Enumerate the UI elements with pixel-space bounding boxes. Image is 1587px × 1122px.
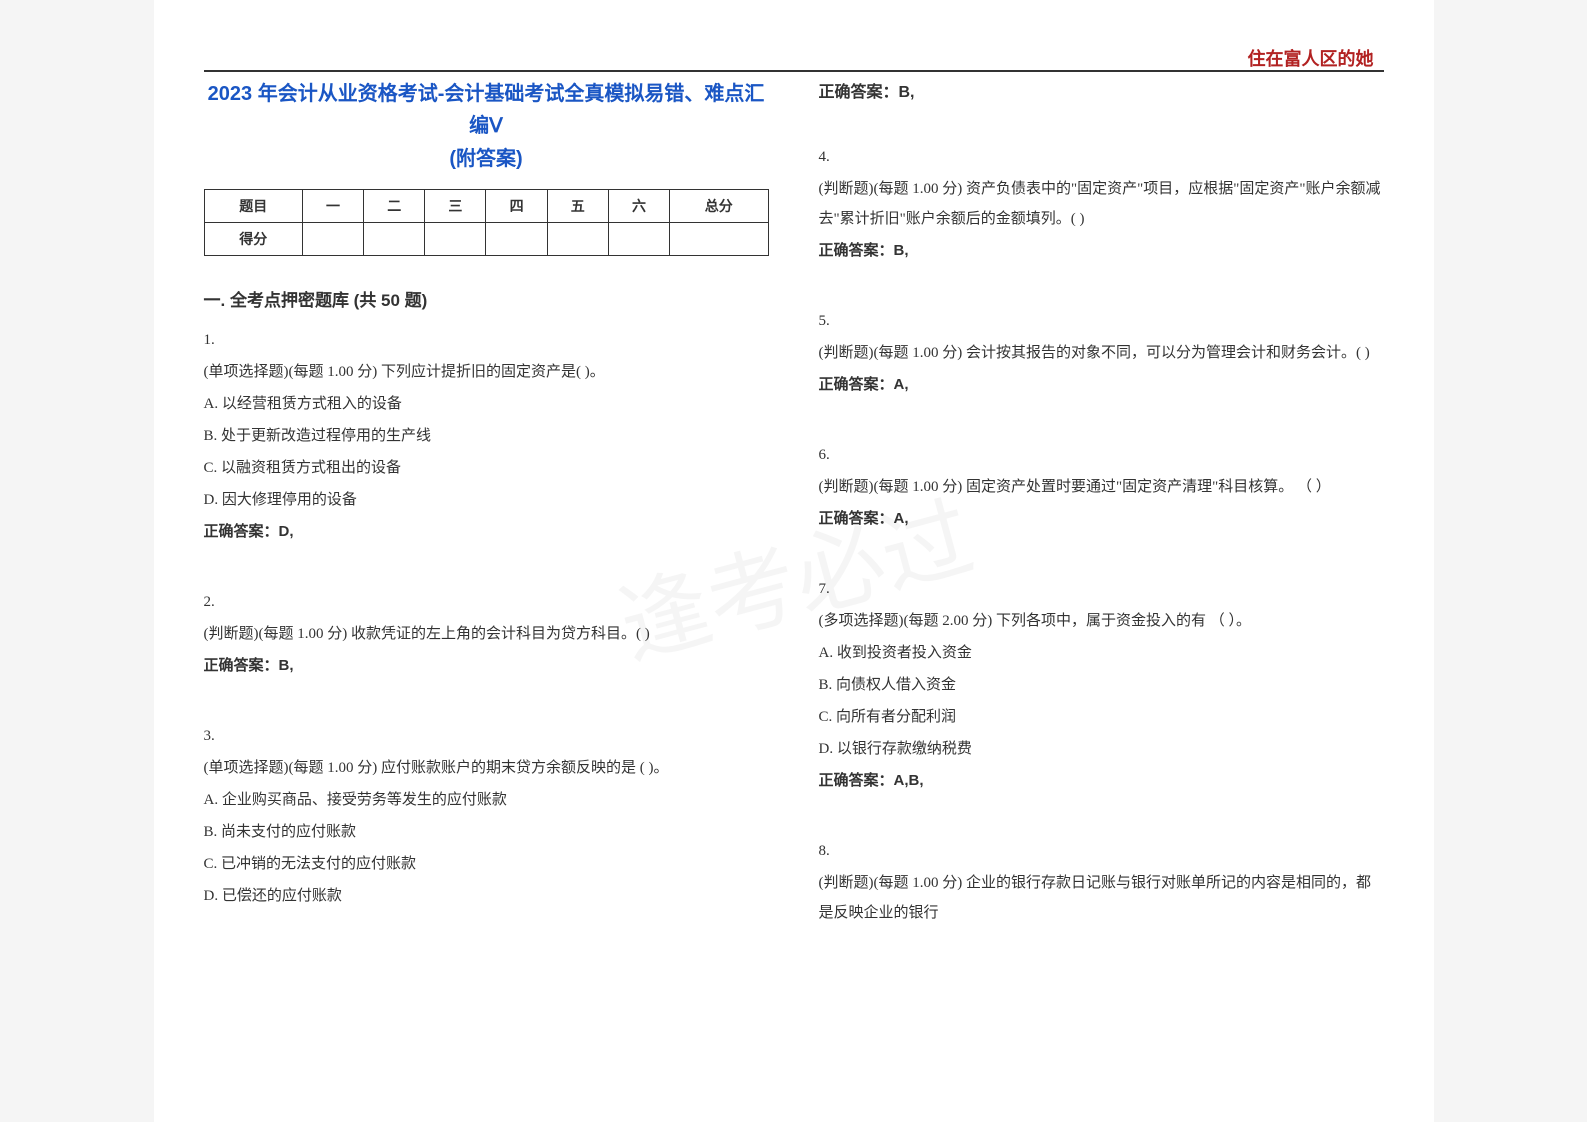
- q-option-a: A. 企业购买商品、接受劳务等发生的应付账款: [204, 785, 769, 815]
- q-stem: (判断题)(每题 1.00 分) 资产负债表中的"固定资产"项目，应根据"固定资…: [819, 174, 1384, 234]
- q-answer: 正确答案：A,: [819, 504, 1384, 534]
- q-stem: (判断题)(每题 1.00 分) 会计按其报告的对象不同，可以分为管理会计和财务…: [819, 338, 1384, 368]
- question-2: 2. (判断题)(每题 1.00 分) 收款凭证的左上角的会计科目为贷方科目。(…: [204, 587, 769, 681]
- q-option-a: A. 收到投资者投入资金: [819, 638, 1384, 668]
- q-number: 8.: [819, 836, 1384, 866]
- td-empty: [608, 223, 669, 256]
- q-answer: 正确答案：A,: [819, 370, 1384, 400]
- q-option-c: C. 已冲销的无法支付的应付账款: [204, 849, 769, 879]
- q-number: 6.: [819, 440, 1384, 470]
- th-total: 总分: [670, 190, 768, 223]
- q-option-b: B. 尚未支付的应付账款: [204, 817, 769, 847]
- score-table: 题目 一 二 三 四 五 六 总分 得分: [204, 189, 769, 256]
- top-rule: [204, 70, 1384, 72]
- q-option-c: C. 以融资租赁方式租出的设备: [204, 453, 769, 483]
- q-answer: 正确答案：A,B,: [819, 766, 1384, 796]
- question-8: 8. (判断题)(每题 1.00 分) 企业的银行存款日记账与银行对账单所记的内…: [819, 836, 1384, 928]
- th-col6: 六: [608, 190, 669, 223]
- q-number: 1.: [204, 325, 769, 355]
- q3-answer: 正确答案：B,: [819, 78, 1384, 102]
- q-option-d: D. 已偿还的应付账款: [204, 881, 769, 911]
- q-number: 2.: [204, 587, 769, 617]
- table-row: 题目 一 二 三 四 五 六 总分: [204, 190, 768, 223]
- th-subject: 题目: [204, 190, 302, 223]
- section-heading: 一. 全考点押密题库 (共 50 题): [204, 286, 769, 311]
- td-empty: [670, 223, 768, 256]
- question-3: 3. (单项选择题)(每题 1.00 分) 应付账款账户的期末贷方余额反映的是 …: [204, 721, 769, 911]
- q-option-a: A. 以经营租赁方式租入的设备: [204, 389, 769, 419]
- question-7: 7. (多项选择题)(每题 2.00 分) 下列各项中，属于资金投入的有 （ ）…: [819, 574, 1384, 796]
- th-col2: 二: [364, 190, 425, 223]
- th-col5: 五: [547, 190, 608, 223]
- td-score-label: 得分: [204, 223, 302, 256]
- q-option-c: C. 向所有者分配利润: [819, 702, 1384, 732]
- q-stem: (多项选择题)(每题 2.00 分) 下列各项中，属于资金投入的有 （ ）。: [819, 606, 1384, 636]
- td-empty: [425, 223, 486, 256]
- table-row: 得分: [204, 223, 768, 256]
- q-option-d: D. 以银行存款缴纳税费: [819, 734, 1384, 764]
- th-col4: 四: [486, 190, 547, 223]
- th-col1: 一: [302, 190, 363, 223]
- q-stem: (判断题)(每题 1.00 分) 收款凭证的左上角的会计科目为贷方科目。( ): [204, 619, 769, 649]
- td-empty: [486, 223, 547, 256]
- q-answer: 正确答案：D,: [204, 517, 769, 547]
- q-option-d: D. 因大修理停用的设备: [204, 485, 769, 515]
- header-signature: 住在富人区的她: [1248, 45, 1374, 71]
- q-number: 7.: [819, 574, 1384, 604]
- td-empty: [302, 223, 363, 256]
- q-stem: (单项选择题)(每题 1.00 分) 下列应计提折旧的固定资产是( )。: [204, 357, 769, 387]
- doc-title-line1: 2023 年会计从业资格考试-会计基础考试全真模拟易错、难点汇编Ⅴ: [204, 78, 769, 142]
- q-number: 4.: [819, 142, 1384, 172]
- page: 住在富人区的她 逢考必过 2023 年会计从业资格考试-会计基础考试全真模拟易错…: [154, 0, 1434, 1122]
- td-empty: [547, 223, 608, 256]
- left-column: 2023 年会计从业资格考试-会计基础考试全真模拟易错、难点汇编Ⅴ (附答案) …: [204, 78, 769, 951]
- q-number: 5.: [819, 306, 1384, 336]
- q-answer: 正确答案：B,: [819, 236, 1384, 266]
- question-6: 6. (判断题)(每题 1.00 分) 固定资产处置时要通过"固定资产清理"科目…: [819, 440, 1384, 534]
- q-option-b: B. 向债权人借入资金: [819, 670, 1384, 700]
- question-5: 5. (判断题)(每题 1.00 分) 会计按其报告的对象不同，可以分为管理会计…: [819, 306, 1384, 400]
- q-stem: (单项选择题)(每题 1.00 分) 应付账款账户的期末贷方余额反映的是 ( )…: [204, 753, 769, 783]
- two-column-layout: 2023 年会计从业资格考试-会计基础考试全真模拟易错、难点汇编Ⅴ (附答案) …: [204, 78, 1384, 951]
- td-empty: [364, 223, 425, 256]
- q-stem: (判断题)(每题 1.00 分) 企业的银行存款日记账与银行对账单所记的内容是相…: [819, 868, 1384, 928]
- question-1: 1. (单项选择题)(每题 1.00 分) 下列应计提折旧的固定资产是( )。 …: [204, 325, 769, 547]
- th-col3: 三: [425, 190, 486, 223]
- question-4: 4. (判断题)(每题 1.00 分) 资产负债表中的"固定资产"项目，应根据"…: [819, 142, 1384, 266]
- q-stem: (判断题)(每题 1.00 分) 固定资产处置时要通过"固定资产清理"科目核算。…: [819, 472, 1384, 502]
- q-answer: 正确答案：B,: [204, 651, 769, 681]
- right-column: 正确答案：B, 4. (判断题)(每题 1.00 分) 资产负债表中的"固定资产…: [819, 78, 1384, 951]
- q-number: 3.: [204, 721, 769, 751]
- q-option-b: B. 处于更新改造过程停用的生产线: [204, 421, 769, 451]
- doc-title-line2: (附答案): [204, 142, 769, 171]
